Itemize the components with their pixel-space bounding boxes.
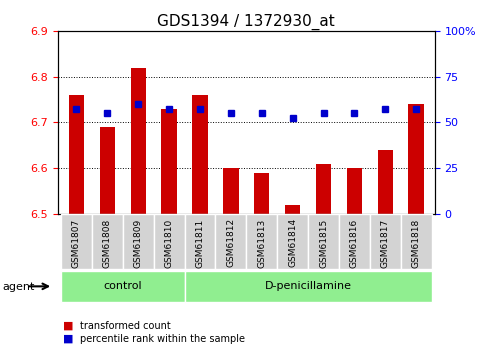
Text: control: control — [103, 282, 142, 291]
Text: GSM61807: GSM61807 — [72, 218, 81, 268]
Bar — [215, 214, 246, 269]
Bar — [192, 95, 208, 214]
Bar — [308, 214, 339, 269]
Text: GSM61816: GSM61816 — [350, 218, 359, 268]
Bar — [69, 95, 84, 214]
Bar — [61, 214, 92, 269]
Text: agent: agent — [2, 282, 35, 292]
Bar — [277, 214, 308, 269]
Bar — [409, 104, 424, 214]
Title: GDS1394 / 1372930_at: GDS1394 / 1372930_at — [157, 13, 335, 30]
Bar — [316, 164, 331, 214]
Bar — [154, 214, 185, 269]
Text: GSM61814: GSM61814 — [288, 218, 297, 267]
Bar — [61, 271, 185, 302]
Bar — [123, 214, 154, 269]
Bar — [185, 271, 432, 302]
Bar — [401, 214, 432, 269]
Bar — [185, 214, 215, 269]
Bar — [92, 214, 123, 269]
Text: GSM61810: GSM61810 — [165, 218, 173, 268]
Bar — [378, 150, 393, 214]
Bar — [161, 109, 177, 214]
Text: GSM61818: GSM61818 — [412, 218, 421, 268]
Text: ■: ■ — [63, 321, 73, 331]
Text: GSM61811: GSM61811 — [196, 218, 204, 268]
Text: D-penicillamine: D-penicillamine — [265, 282, 352, 291]
Text: ■: ■ — [63, 334, 73, 344]
Text: GSM61809: GSM61809 — [134, 218, 143, 268]
Text: GSM61817: GSM61817 — [381, 218, 390, 268]
Text: GSM61813: GSM61813 — [257, 218, 266, 268]
Text: GSM61815: GSM61815 — [319, 218, 328, 268]
Bar — [223, 168, 239, 214]
Text: percentile rank within the sample: percentile rank within the sample — [80, 334, 245, 344]
Bar — [246, 214, 277, 269]
Bar — [285, 205, 300, 214]
Bar — [130, 68, 146, 214]
Bar — [339, 214, 370, 269]
Text: GSM61812: GSM61812 — [227, 218, 235, 267]
Bar — [99, 127, 115, 214]
Text: GSM61808: GSM61808 — [103, 218, 112, 268]
Text: transformed count: transformed count — [80, 321, 170, 331]
Bar — [347, 168, 362, 214]
Bar — [370, 214, 401, 269]
Bar — [254, 173, 270, 214]
